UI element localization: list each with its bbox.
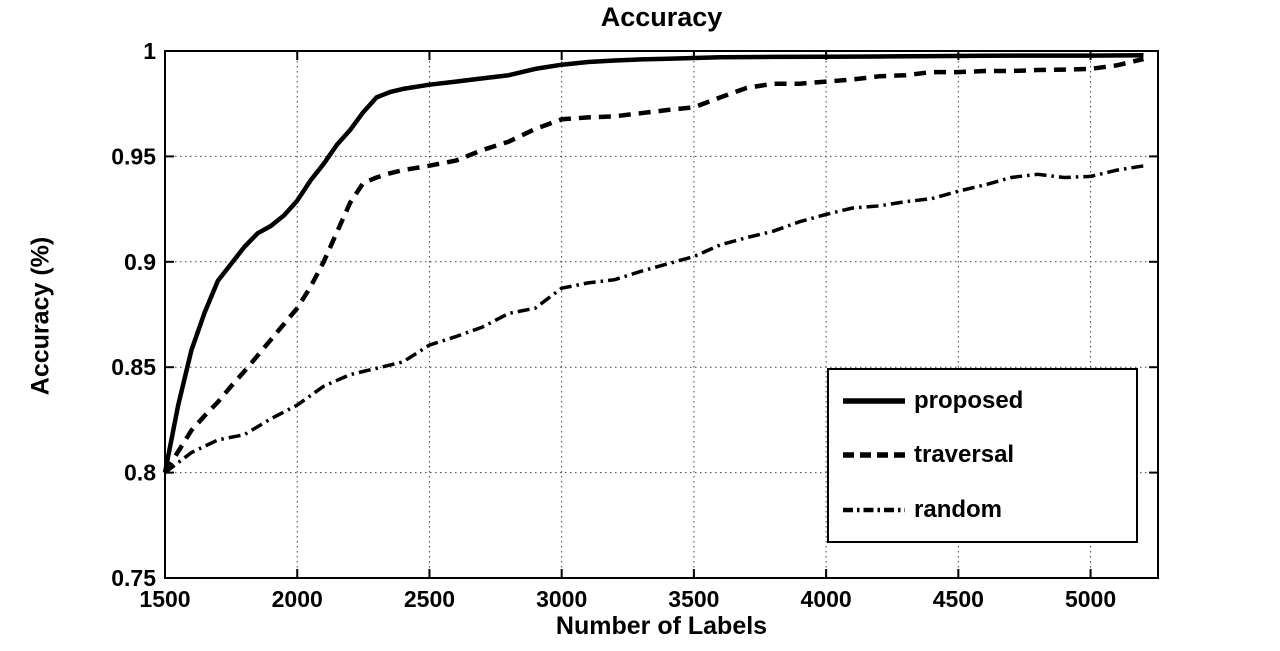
y-tick-label: 0.8: [124, 460, 156, 486]
x-tick-label: 2500: [404, 586, 455, 612]
y-tick-label: 1: [143, 38, 156, 64]
y-tick-label: 0.9: [124, 249, 156, 275]
legend-label: traversal: [914, 441, 1015, 469]
legend-label: proposed: [914, 387, 1024, 415]
legend-entry-traversal: traversal: [841, 442, 1136, 468]
x-tick-label: 5000: [1065, 586, 1116, 612]
axes-box: [164, 50, 1159, 579]
y-tick-label: 0.85: [111, 354, 156, 380]
chart-title: Accuracy: [600, 2, 723, 32]
x-tick-label: 3000: [536, 586, 587, 612]
y-tick-label: 0.75: [111, 565, 156, 591]
legend-entry-proposed: proposed: [841, 388, 1136, 414]
series-line-traversal: [163, 56, 1145, 474]
x-tick-label: 3500: [668, 586, 719, 612]
series-line-proposed: [162, 52, 1144, 474]
tick-marks: [164, 50, 1158, 579]
y-tick-label: 0.95: [111, 143, 156, 169]
legend-label: random: [914, 495, 1003, 523]
legend-dashed-line-icon: [843, 452, 905, 459]
legend-solid-line-icon: [843, 398, 905, 404]
series-line-random: [163, 164, 1144, 474]
legend: proposed traversal random: [827, 368, 1138, 543]
x-tick-label: 1500: [139, 586, 190, 612]
y-axis-label: Accuracy (%): [26, 236, 55, 396]
x-tick-label: 4000: [801, 586, 852, 612]
legend-entry-random: random: [841, 497, 1136, 523]
legend-dashdot-line-icon: [843, 507, 905, 513]
x-axis-label: Number of Labels: [555, 612, 768, 640]
x-tick-label: 2000: [272, 586, 323, 612]
x-tick-label: 4500: [933, 586, 984, 612]
